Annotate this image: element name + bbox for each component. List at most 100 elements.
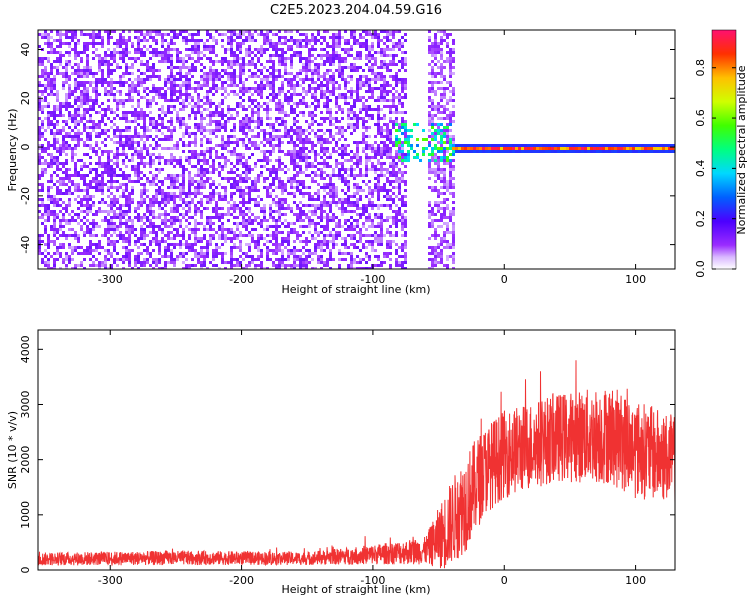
- heatmap-cell: [371, 207, 374, 210]
- heatmap-cell: [50, 93, 53, 96]
- heatmap-cell: [281, 162, 284, 165]
- heatmap-cell: [74, 42, 77, 45]
- heatmap-cell: [155, 258, 158, 261]
- heatmap-cell: [215, 72, 218, 75]
- heatmap-cell: [152, 66, 155, 69]
- heatmap-cell: [191, 66, 194, 69]
- heatmap-cell: [218, 228, 221, 231]
- heatmap-cell: [344, 60, 347, 63]
- heatmap-cell: [188, 216, 191, 219]
- heatmap-cell: [71, 36, 74, 39]
- heatmap-cell: [191, 183, 194, 186]
- heatmap-cell: [320, 249, 323, 252]
- heatmap-cell: [260, 87, 263, 90]
- heatmap-cell: [245, 225, 248, 228]
- heatmap-cell: [242, 117, 245, 120]
- heatmap-cell: [89, 252, 92, 255]
- heatmap-cell: [290, 138, 293, 141]
- heatmap-cell: [260, 264, 263, 267]
- heatmap-cell: [242, 129, 245, 132]
- heatmap-cell: [317, 234, 320, 237]
- heatmap-cell: [158, 204, 161, 207]
- heatmap-cell: [233, 51, 236, 54]
- heatmap-cell: [98, 225, 101, 228]
- heatmap-cell: [143, 213, 146, 216]
- heatmap-cell: [65, 75, 68, 78]
- heatmap-cell: [92, 219, 95, 222]
- heatmap-cell: [122, 102, 125, 105]
- heatmap-cell: [149, 222, 152, 225]
- heatmap-cell: [104, 165, 107, 168]
- heatmap-cell: [209, 99, 212, 102]
- heatmap-cell: [323, 78, 326, 81]
- heatmap-cell: [158, 201, 161, 204]
- heatmap-cell: [89, 108, 92, 111]
- heatmap-cell: [68, 90, 71, 93]
- heatmap-cell: [320, 171, 323, 174]
- heatmap-cell: [71, 174, 74, 177]
- heatmap-cell: [92, 39, 95, 42]
- heatmap-cell: [233, 39, 236, 42]
- heatmap-cell: [137, 261, 140, 264]
- heatmap-cell: [137, 204, 140, 207]
- heatmap-cell: [125, 228, 128, 231]
- heatmap-cell: [158, 96, 161, 99]
- heatmap-cell: [299, 147, 302, 150]
- heatmap-cell: [182, 228, 185, 231]
- heatmap-cell: [326, 72, 329, 75]
- heatmap-cell: [314, 180, 317, 183]
- heatmap-cell: [161, 96, 164, 99]
- heatmap-cell: [233, 171, 236, 174]
- heatmap-cell: [194, 231, 197, 234]
- heatmap-cell: [65, 219, 68, 222]
- heatmap-cell: [212, 222, 215, 225]
- heatmap-cell: [293, 159, 296, 162]
- heatmap-cell: [326, 81, 329, 84]
- heatmap-cell: [140, 84, 143, 87]
- heatmap-cell: [59, 189, 62, 192]
- heatmap-cell: [206, 138, 209, 141]
- heatmap-cell: [320, 174, 323, 177]
- heatmap-cell: [197, 240, 200, 243]
- heatmap-cell: [143, 249, 146, 252]
- heatmap-cell: [191, 150, 194, 153]
- heatmap-cell: [125, 249, 128, 252]
- heatmap-cell: [251, 72, 254, 75]
- heatmap-cell: [272, 189, 275, 192]
- heatmap-cell: [95, 153, 98, 156]
- heatmap-cell: [152, 90, 155, 93]
- heatmap-cell: [137, 45, 140, 48]
- heatmap-cell: [38, 33, 41, 36]
- heatmap-cell: [377, 45, 380, 48]
- heatmap-cell: [107, 171, 110, 174]
- heatmap-cell: [89, 33, 92, 36]
- heatmap-cell: [254, 66, 257, 69]
- heatmap-cell: [149, 75, 152, 78]
- heatmap-cell: [224, 144, 227, 147]
- heatmap-cell: [143, 216, 146, 219]
- heatmap-cell: [323, 243, 326, 246]
- heatmap-cell: [356, 93, 359, 96]
- heatmap-cell: [44, 255, 47, 258]
- heatmap-cell: [266, 138, 269, 141]
- heatmap-cell: [194, 90, 197, 93]
- heatmap-cell: [230, 60, 233, 63]
- heatmap-cell: [83, 42, 86, 45]
- heatmap-cell: [290, 45, 293, 48]
- heatmap-cell: [266, 252, 269, 255]
- heatmap-cell: [236, 174, 239, 177]
- heatmap-cell: [71, 210, 74, 213]
- heatmap-cell: [239, 213, 242, 216]
- heatmap-cell: [287, 39, 290, 42]
- heatmap-cell: [317, 129, 320, 132]
- heatmap-cell: [167, 186, 170, 189]
- heatmap-cell: [212, 69, 215, 72]
- heatmap-cell: [218, 105, 221, 108]
- heatmap-cell: [203, 72, 206, 75]
- heatmap-cell: [176, 231, 179, 234]
- heatmap-cell: [326, 84, 329, 87]
- heatmap-cell: [275, 78, 278, 81]
- heatmap-cell: [311, 162, 314, 165]
- heatmap-cell: [212, 189, 215, 192]
- heatmap-cell: [104, 123, 107, 126]
